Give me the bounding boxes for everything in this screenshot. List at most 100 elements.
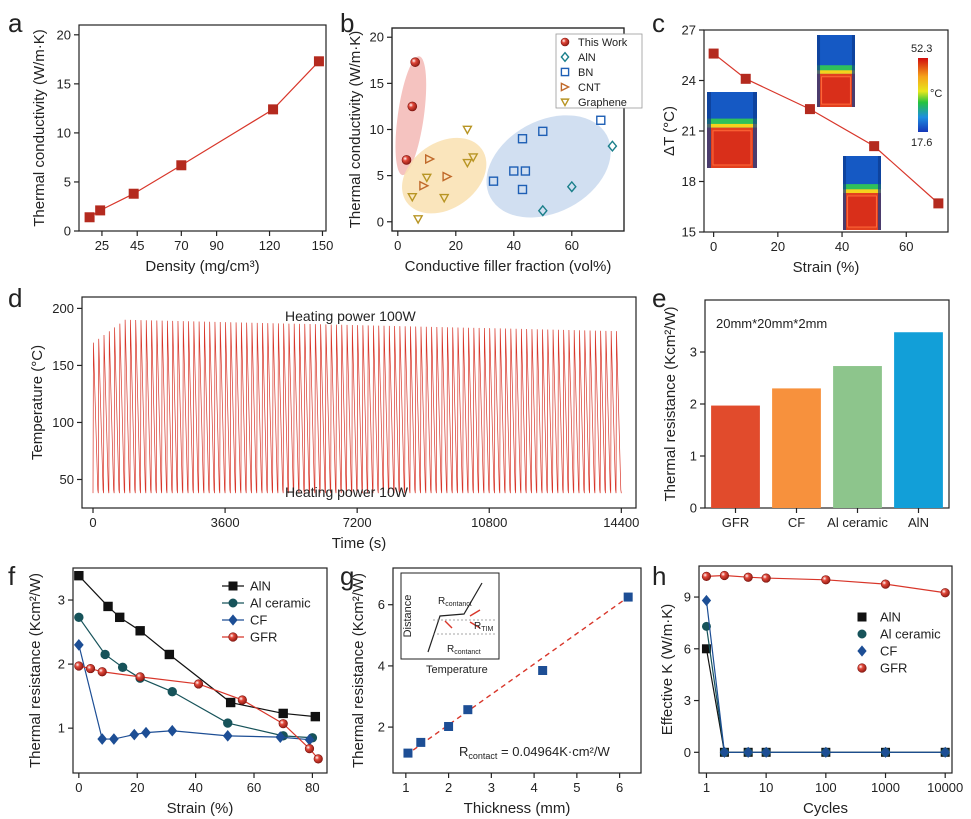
x-tick-label: 60: [247, 780, 261, 795]
data-point-graphene: [439, 193, 450, 204]
x-tick-label: 0: [394, 238, 401, 253]
plot-frame: [81, 296, 637, 509]
x-tick-label: 10: [759, 780, 773, 795]
data-point-aln: [115, 612, 125, 623]
x-tick-label: 1: [703, 780, 710, 795]
data-point-cf: [880, 746, 891, 758]
y-tick-label: 9: [684, 590, 691, 605]
x-tick-label: 20: [771, 239, 785, 254]
legend-marker: [228, 581, 238, 591]
x-axis-label: Conductive filler fraction (vol%): [405, 258, 612, 275]
legend-marker: [857, 629, 867, 639]
data-point-aln: [537, 204, 548, 217]
y-axis-label: Thermal resistance (Kcm²/W): [662, 306, 679, 501]
panel-label-a: a: [8, 8, 23, 38]
inset-ylabel: Distance: [402, 595, 414, 638]
y-tick-label: 6: [684, 641, 691, 656]
y-tick-label: 0: [64, 224, 71, 239]
panel-label-e: e: [652, 283, 666, 313]
data-point-cf: [761, 746, 771, 758]
data-point-cf: [743, 746, 753, 758]
chart-panel-c: 15 18 21 24 27 0 20 40 60 Strain (%) ΔT (°C) 52.3 17…: [661, 23, 949, 276]
y-tick-label: 24: [682, 73, 696, 88]
data-point: [444, 721, 454, 731]
chart-panel-a: 0 5 10 15 20 25 45 70 90 120 150 Density (mg/cm³) Th…: [31, 24, 334, 275]
bar-al-ceramic: [833, 366, 882, 508]
panel-label-c: c: [652, 8, 665, 38]
data-point: [176, 160, 187, 171]
plot-frame: [78, 24, 327, 232]
legend: AlN Al ceramic CF GFR: [222, 579, 311, 645]
data-point-cf: [701, 594, 712, 607]
x-tick-label: 0: [89, 515, 96, 530]
data-point-cf: [275, 731, 286, 743]
panel-label-g: g: [340, 561, 354, 591]
legend-marker: [560, 82, 571, 92]
data-point-aln: [103, 601, 113, 612]
x-tick-label: 60: [565, 238, 579, 253]
plot-frame: [392, 567, 642, 774]
x-tick-label: 10800: [471, 515, 507, 530]
legend-label: AlN: [880, 610, 901, 625]
data-point-bn: [517, 184, 528, 195]
inset-r-tim: RTIM: [474, 621, 493, 633]
y-tick-label: 5: [64, 174, 71, 189]
data-point-this-work: [135, 672, 145, 682]
chart-panel-g: 2 4 6 1 2 3 4 5 6 Thickness (mm) Thermal resistanc…: [350, 567, 642, 817]
data-point-this-work: [880, 579, 891, 589]
data-point-this-work: [97, 667, 107, 677]
y-tick-label: 18: [682, 174, 696, 189]
y-tick-label: 20: [57, 27, 71, 42]
data-point-bn: [509, 166, 519, 176]
x-tick-label: 150: [312, 238, 334, 253]
data-point: [708, 48, 719, 59]
x-tick-label: CF: [788, 515, 805, 530]
inset-r-contact-top: Rcontanct: [438, 596, 472, 608]
x-tick-label: 2: [445, 780, 452, 795]
y-tick-label: 21: [682, 124, 696, 139]
legend-box: [555, 33, 643, 109]
y-tick-label: 4: [378, 658, 385, 673]
inset-arrow: [469, 621, 481, 629]
colorbar-gradient: [918, 58, 928, 132]
data-point-graphene: [412, 215, 424, 225]
series-line-cf: [78, 644, 310, 741]
data-point: [869, 141, 880, 152]
data-point-cf: [97, 733, 108, 745]
y-tick-label: 20: [370, 30, 384, 45]
x-tick-label: 20: [130, 780, 144, 795]
data-point-aln: [566, 180, 577, 193]
inset-frame: [400, 572, 500, 660]
y-tick-label: 100: [52, 415, 74, 430]
legend-label: BN: [578, 67, 593, 79]
data-point-cf: [129, 728, 140, 741]
x-tick-label: 1: [402, 780, 409, 795]
data-point-cf: [73, 639, 84, 651]
legend-label: Al ceramic: [880, 627, 941, 642]
data-point: [84, 212, 95, 223]
chart-panel-d: 50 100 150 200 0 3600 7200 10800 14400 Time (s) Te…: [29, 296, 639, 552]
data-point: [740, 73, 751, 84]
data-point-aln: [225, 697, 236, 708]
y-tick-label: 3: [58, 593, 65, 608]
x-tick-label: 5: [573, 780, 580, 795]
data-point: [538, 666, 548, 675]
x-axis-label: Cycles: [803, 800, 848, 817]
colorbar-unit: °C: [930, 88, 942, 100]
data-point: [804, 104, 815, 115]
x-tick-label: Al ceramic: [827, 515, 888, 530]
data-point: [416, 737, 426, 747]
legend-label: Graphene: [578, 97, 627, 109]
x-axis-label: Thickness (mm): [464, 800, 571, 817]
annotation-high: Heating power 100W: [285, 308, 417, 324]
data-point-this-work: [560, 37, 570, 47]
data-point-cnt: [419, 180, 430, 191]
data-point-al-ceramic: [167, 686, 177, 697]
y-tick-label: 5: [377, 168, 384, 183]
y-tick-label: 0: [690, 501, 697, 516]
data-point: [403, 748, 413, 758]
legend-marker: [560, 67, 570, 77]
data-point-this-work: [743, 572, 753, 582]
x-axis-label: Density (mg/cm³): [145, 258, 259, 275]
